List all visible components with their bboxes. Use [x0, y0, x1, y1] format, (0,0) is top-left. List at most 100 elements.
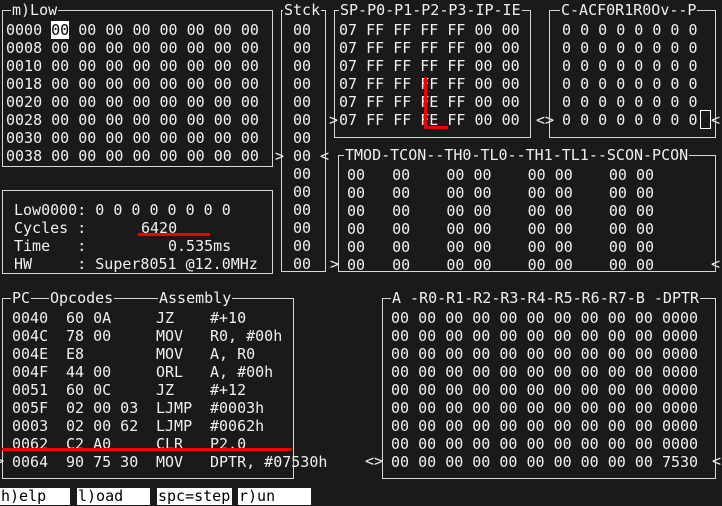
memory-byte[interactable]: 00	[159, 21, 178, 39]
memory-byte[interactable]: 00	[159, 147, 178, 165]
memory-byte[interactable]: 00	[186, 129, 205, 147]
memory-byte[interactable]: 00	[51, 93, 70, 111]
memory-byte[interactable]: 00	[240, 39, 259, 57]
flag-bit: 0	[688, 21, 698, 39]
memory-byte[interactable]: 00	[240, 111, 259, 129]
memory-byte[interactable]: 00	[132, 129, 151, 147]
memory-byte[interactable]: 00	[240, 57, 259, 75]
sfr-value: FF	[393, 111, 412, 129]
memory-byte[interactable]: 00	[159, 93, 178, 111]
stack-value: 00	[293, 147, 312, 165]
memory-byte[interactable]: 00	[213, 111, 232, 129]
memory-byte[interactable]: 00	[51, 147, 70, 165]
memory-byte[interactable]: 00	[51, 75, 70, 93]
flag-bit: 0	[562, 39, 572, 57]
memory-byte[interactable]: 00	[105, 93, 124, 111]
memory-byte[interactable]: 00	[213, 129, 232, 147]
memory-byte[interactable]: 00	[186, 75, 205, 93]
memory-byte[interactable]: 00	[132, 21, 151, 39]
load-button[interactable]: l)oad	[77, 488, 150, 505]
register-value: 00	[499, 327, 518, 345]
memory-byte[interactable]: 00	[105, 75, 124, 93]
memory-byte[interactable]: 00	[159, 75, 178, 93]
memory-title[interactable]: m)Low	[11, 1, 59, 19]
memory-byte[interactable]: 00	[213, 57, 232, 75]
step-button[interactable]: spc=step	[157, 487, 232, 505]
memory-byte[interactable]: 00	[105, 147, 124, 165]
memory-byte[interactable]: 00	[186, 57, 205, 75]
code-operands: R0, #00h	[210, 327, 283, 345]
memory-byte[interactable]: 00	[51, 129, 70, 147]
flags-marker-left: <	[711, 111, 721, 129]
code-marker-right: >	[0, 452, 4, 470]
memory-byte[interactable]: 00	[105, 129, 124, 147]
flags-row: 0 0 0 0 0 0 0 0	[562, 111, 697, 129]
memory-byte[interactable]: 00	[240, 21, 259, 39]
memory-byte[interactable]: 00	[213, 147, 232, 165]
memory-byte[interactable]: 00	[240, 147, 259, 165]
memory-byte[interactable]: 00	[186, 111, 205, 129]
low-label: Low0000:	[14, 201, 87, 219]
memory-byte[interactable]: 00	[213, 21, 232, 39]
memory-byte[interactable]: 00	[78, 21, 97, 39]
register-value: 00	[445, 381, 464, 399]
memory-byte[interactable]: 00	[213, 39, 232, 57]
register-value: 0000	[661, 399, 699, 417]
timer-value: 00	[554, 166, 573, 184]
memory-byte[interactable]: 00	[186, 93, 205, 111]
flag-bit: 0	[598, 93, 608, 111]
memory-byte[interactable]: 00	[132, 111, 151, 129]
flag-bit: 0	[616, 75, 626, 93]
memory-byte[interactable]: 00	[51, 111, 70, 129]
stack-value: 00	[293, 39, 312, 57]
memory-byte[interactable]: 00	[240, 129, 259, 147]
register-value: 00	[634, 345, 653, 363]
register-value: 00	[526, 399, 545, 417]
timer-value: 00	[636, 166, 655, 184]
memory-byte[interactable]: 00	[105, 21, 124, 39]
memory-byte[interactable]: 00	[78, 147, 97, 165]
timer-value: 00	[527, 256, 546, 274]
memory-byte[interactable]: 00	[51, 21, 70, 39]
memory-byte[interactable]: 00	[78, 93, 97, 111]
memory-byte[interactable]: 00	[78, 75, 97, 93]
memory-byte[interactable]: 00	[105, 39, 124, 57]
timer-value: 00	[446, 184, 465, 202]
register-value: 00	[580, 327, 599, 345]
stack-value: 00	[293, 201, 312, 219]
run-button[interactable]: r)un	[238, 488, 311, 505]
memory-byte[interactable]: 00	[78, 111, 97, 129]
register-value: 00	[553, 453, 572, 471]
memory-byte[interactable]: 00	[105, 111, 124, 129]
flag-bit: 0	[670, 93, 680, 111]
sfr-value: FF	[447, 111, 466, 129]
memory-byte[interactable]: 00	[132, 93, 151, 111]
memory-byte[interactable]: 00	[132, 75, 151, 93]
memory-byte[interactable]: 00	[186, 39, 205, 57]
memory-byte[interactable]: 00	[240, 75, 259, 93]
memory-byte[interactable]: 00	[78, 129, 97, 147]
memory-byte[interactable]: 00	[105, 57, 124, 75]
memory-byte[interactable]: 00	[51, 57, 70, 75]
memory-byte[interactable]: 00	[51, 39, 70, 57]
memory-byte[interactable]: 00	[213, 75, 232, 93]
help-button[interactable]: h)elp	[0, 488, 70, 505]
memory-byte[interactable]: 00	[159, 111, 178, 129]
memory-byte[interactable]: 00	[159, 129, 178, 147]
memory-byte[interactable]: 00	[240, 93, 259, 111]
sfr-value: 07	[339, 93, 358, 111]
memory-byte[interactable]: 00	[213, 93, 232, 111]
memory-byte[interactable]: 00	[159, 57, 178, 75]
register-value: 00	[472, 399, 491, 417]
memory-byte[interactable]: 00	[186, 147, 205, 165]
memory-byte[interactable]: 00	[132, 147, 151, 165]
memory-byte[interactable]: 00	[132, 57, 151, 75]
stack-value: 00	[293, 75, 312, 93]
memory-byte[interactable]: 00	[186, 21, 205, 39]
memory-byte[interactable]: 00	[132, 39, 151, 57]
sfr-value: FF	[420, 57, 439, 75]
memory-byte[interactable]: 00	[159, 39, 178, 57]
memory-byte[interactable]: 00	[78, 39, 97, 57]
memory-byte[interactable]: 00	[78, 57, 97, 75]
timer-value: 00	[554, 184, 573, 202]
